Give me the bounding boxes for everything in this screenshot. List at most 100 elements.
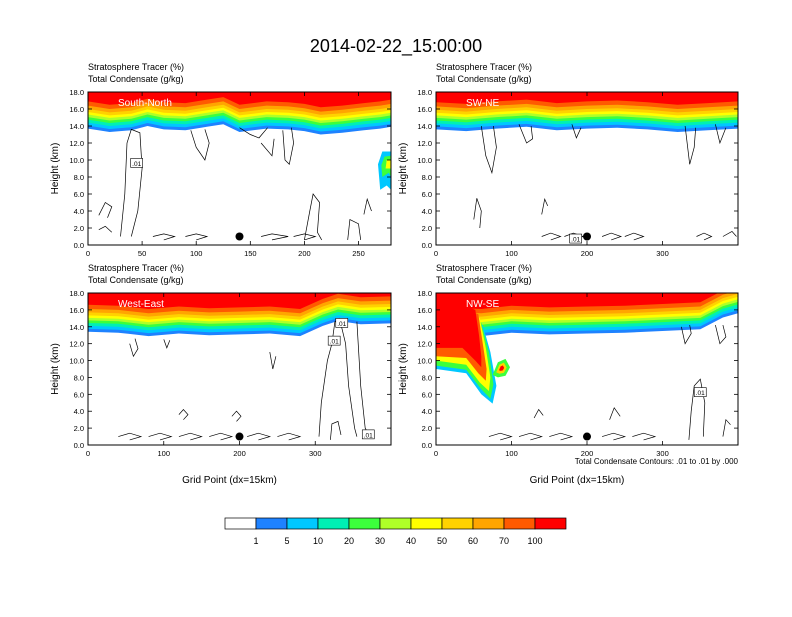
x-tick-label: 300 — [656, 449, 669, 458]
y-tick-label: 4.0 — [74, 407, 84, 416]
contour-label: .01 — [335, 318, 349, 328]
y-tick-label: 2.0 — [422, 224, 432, 233]
condensate-contour — [632, 432, 657, 441]
x-tick-label: 0 — [86, 249, 90, 258]
svg-text:.01: .01 — [364, 432, 373, 439]
condensate-contour — [231, 410, 242, 422]
y-tick-label: 6.0 — [422, 190, 432, 199]
condensate-contour — [722, 418, 731, 437]
colorbar-swatch — [317, 517, 350, 530]
colorbar-swatch — [348, 517, 381, 530]
colorbar-swatch — [441, 517, 474, 530]
footnote: Total Condensate Contours: .01 to .01 by… — [575, 457, 739, 466]
colorbar-swatch — [255, 517, 288, 530]
colorbar-swatch — [224, 517, 257, 530]
x-tick-label: 100 — [505, 449, 518, 458]
panel-field-title: Stratosphere Tracer (%) — [88, 263, 184, 273]
svg-text:.01: .01 — [337, 321, 346, 328]
intrusion-blob-3 — [499, 365, 505, 371]
condensate-contour — [715, 325, 727, 345]
location-marker — [235, 232, 244, 241]
condensate-contour — [601, 232, 623, 241]
condensate-contour — [178, 408, 189, 420]
condensate-contour — [163, 339, 171, 349]
y-tick-label: 8.0 — [422, 373, 432, 382]
condensate-contour — [120, 128, 143, 237]
y-tick-label: 0.0 — [74, 241, 84, 250]
x-tick-label: 300 — [656, 249, 669, 258]
condensate-contour — [148, 432, 173, 441]
x-tick-label: 200 — [233, 449, 246, 458]
condensate-contour — [98, 201, 113, 218]
panel-west-east: Stratosphere Tracer (%) Total Condensate … — [50, 263, 392, 486]
colorbar-label: 1 — [253, 536, 258, 546]
condensate-contour — [549, 432, 574, 441]
x-tick-label: 100 — [157, 449, 170, 458]
condensate-contour — [239, 127, 268, 139]
svg-text:.01: .01 — [132, 161, 141, 168]
cross-section-label: NW-SE — [466, 299, 499, 310]
condensate-contour — [541, 197, 549, 215]
panel-field-subtitle: Total Condensate (g/kg) — [436, 74, 532, 84]
x-tick-label: 150 — [244, 249, 257, 258]
condensate-contour — [277, 432, 302, 441]
y-tick-label: 12.0 — [69, 139, 84, 148]
y-tick-label: 8.0 — [74, 173, 84, 182]
condensate-contour — [488, 432, 513, 441]
panel-field-title: Stratosphere Tracer (%) — [436, 62, 532, 72]
colorbar-swatch — [472, 517, 505, 530]
tracer-field — [88, 293, 391, 441]
tracer-band-10 — [88, 92, 391, 108]
cross-section-label: SW-NE — [466, 98, 499, 109]
x-tick-label: 0 — [434, 249, 438, 258]
x-tick-label: 200 — [581, 449, 594, 458]
y-tick-label: 12.0 — [69, 340, 84, 349]
figure-title: 2014-02-22_15:00:00 — [310, 36, 482, 57]
y-axis-label: Height (km) — [398, 343, 409, 395]
svg-text:.01: .01 — [696, 390, 705, 397]
panel-field-subtitle: Total Condensate (g/kg) — [436, 275, 532, 285]
contour-label: .01 — [361, 429, 375, 439]
x-tick-label: 250 — [352, 249, 365, 258]
y-tick-label: 10.0 — [417, 357, 432, 366]
x-tick-label: 100 — [190, 249, 203, 258]
tracer-field — [88, 92, 391, 241]
y-tick-label: 16.0 — [417, 306, 432, 315]
location-marker — [583, 232, 591, 241]
y-tick-label: 4.0 — [422, 407, 432, 416]
colorbar-label: 20 — [344, 536, 354, 546]
x-tick-label: 100 — [505, 249, 518, 258]
y-tick-label: 18.0 — [69, 88, 84, 97]
y-tick-label: 2.0 — [74, 224, 84, 233]
condensate-contour — [129, 338, 139, 358]
condensate-contour — [152, 233, 176, 241]
panels: Stratosphere Tracer (%) Total Condensate … — [50, 62, 739, 486]
location-marker — [235, 432, 244, 441]
condensate-contour — [209, 432, 234, 441]
panel-field-title: Stratosphere Tracer (%) — [436, 263, 532, 273]
y-tick-label: 16.0 — [417, 105, 432, 114]
y-tick-label: 0.0 — [422, 241, 432, 250]
y-tick-label: 6.0 — [74, 390, 84, 399]
y-tick-label: 12.0 — [417, 139, 432, 148]
tracer-feature-3 — [385, 160, 391, 169]
x-tick-label: 0 — [86, 449, 90, 458]
contour-label: .01 — [327, 335, 341, 346]
y-tick-label: 14.0 — [417, 323, 432, 332]
condensate-contour — [601, 432, 627, 441]
condensate-contour — [304, 193, 323, 241]
contour-label: .01 — [693, 387, 707, 397]
colorbar-label: 40 — [406, 536, 416, 546]
condensate-contour — [98, 225, 113, 233]
panel-south-north: Stratosphere Tracer (%) Total Condensate … — [50, 62, 392, 258]
y-tick-label: 14.0 — [417, 122, 432, 131]
y-tick-label: 12.0 — [417, 340, 432, 349]
condensate-contour — [722, 230, 737, 237]
condensate-contour — [473, 198, 482, 229]
plot-frame — [87, 91, 392, 246]
y-axis-label: Height (km) — [398, 143, 409, 195]
condensate-contour — [541, 232, 562, 241]
svg-text:.01: .01 — [330, 339, 339, 346]
condensate-contour — [696, 232, 713, 241]
